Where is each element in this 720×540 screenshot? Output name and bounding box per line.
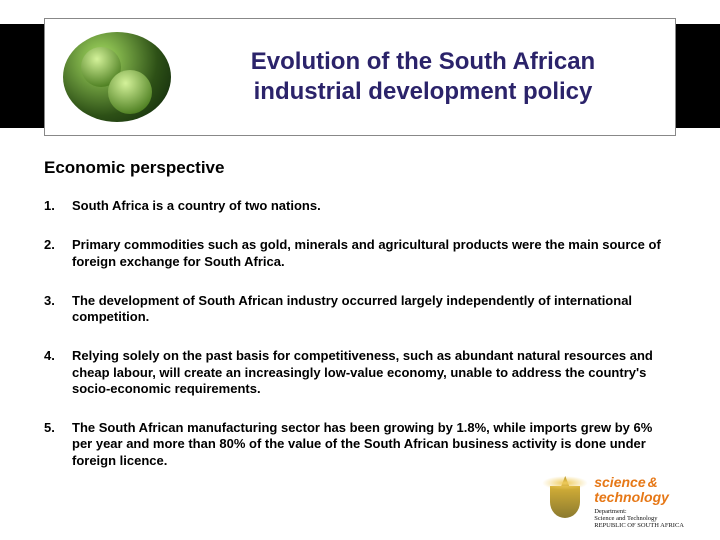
list-number: 2. <box>44 237 72 270</box>
title-line-2: industrial development policy <box>254 78 593 105</box>
list-item: 4. Relying solely on the past basis for … <box>44 348 676 397</box>
brand-word-technology: technology <box>594 490 684 505</box>
list-number: 3. <box>44 293 72 326</box>
brand-ampersand: & <box>648 475 658 490</box>
list-text: The South African manufacturing sector h… <box>72 420 676 469</box>
brand-word-science: science <box>594 475 645 490</box>
list-item: 1. South Africa is a country of two nati… <box>44 198 676 214</box>
list-number: 1. <box>44 198 72 214</box>
green-sphere-icon <box>63 32 171 122</box>
slide-title: Evolution of the South African industria… <box>171 47 675 107</box>
list-text: Primary commodities such as gold, minera… <box>72 237 676 270</box>
government-logo: science & technology Department: Science… <box>542 474 684 530</box>
list-text: Relying solely on the past basis for com… <box>72 348 676 397</box>
subtitle: Economic perspective <box>44 158 676 178</box>
title-box: Evolution of the South African industria… <box>44 18 676 136</box>
title-line-1: Evolution of the South African <box>251 48 595 75</box>
science-technology-logo: science & <box>594 475 684 490</box>
list-item: 2. Primary commodities such as gold, min… <box>44 237 676 270</box>
list-item: 5. The South African manufacturing secto… <box>44 420 676 469</box>
list-number: 5. <box>44 420 72 469</box>
dept-line: REPUBLIC OF SOUTH AFRICA <box>594 522 684 529</box>
numbered-list: 1. South Africa is a country of two nati… <box>44 198 676 469</box>
list-text: The development of South African industr… <box>72 293 676 326</box>
dept-subtext: Department: Science and Technology REPUB… <box>594 508 684 529</box>
list-number: 4. <box>44 348 72 397</box>
list-text: South Africa is a country of two nations… <box>72 198 676 214</box>
coat-of-arms-icon <box>542 474 588 530</box>
dept-line: Science and Technology <box>594 515 684 522</box>
dept-line: Department: <box>594 508 684 515</box>
dept-text-block: science & technology Department: Science… <box>594 475 684 529</box>
list-item: 3. The development of South African indu… <box>44 293 676 326</box>
